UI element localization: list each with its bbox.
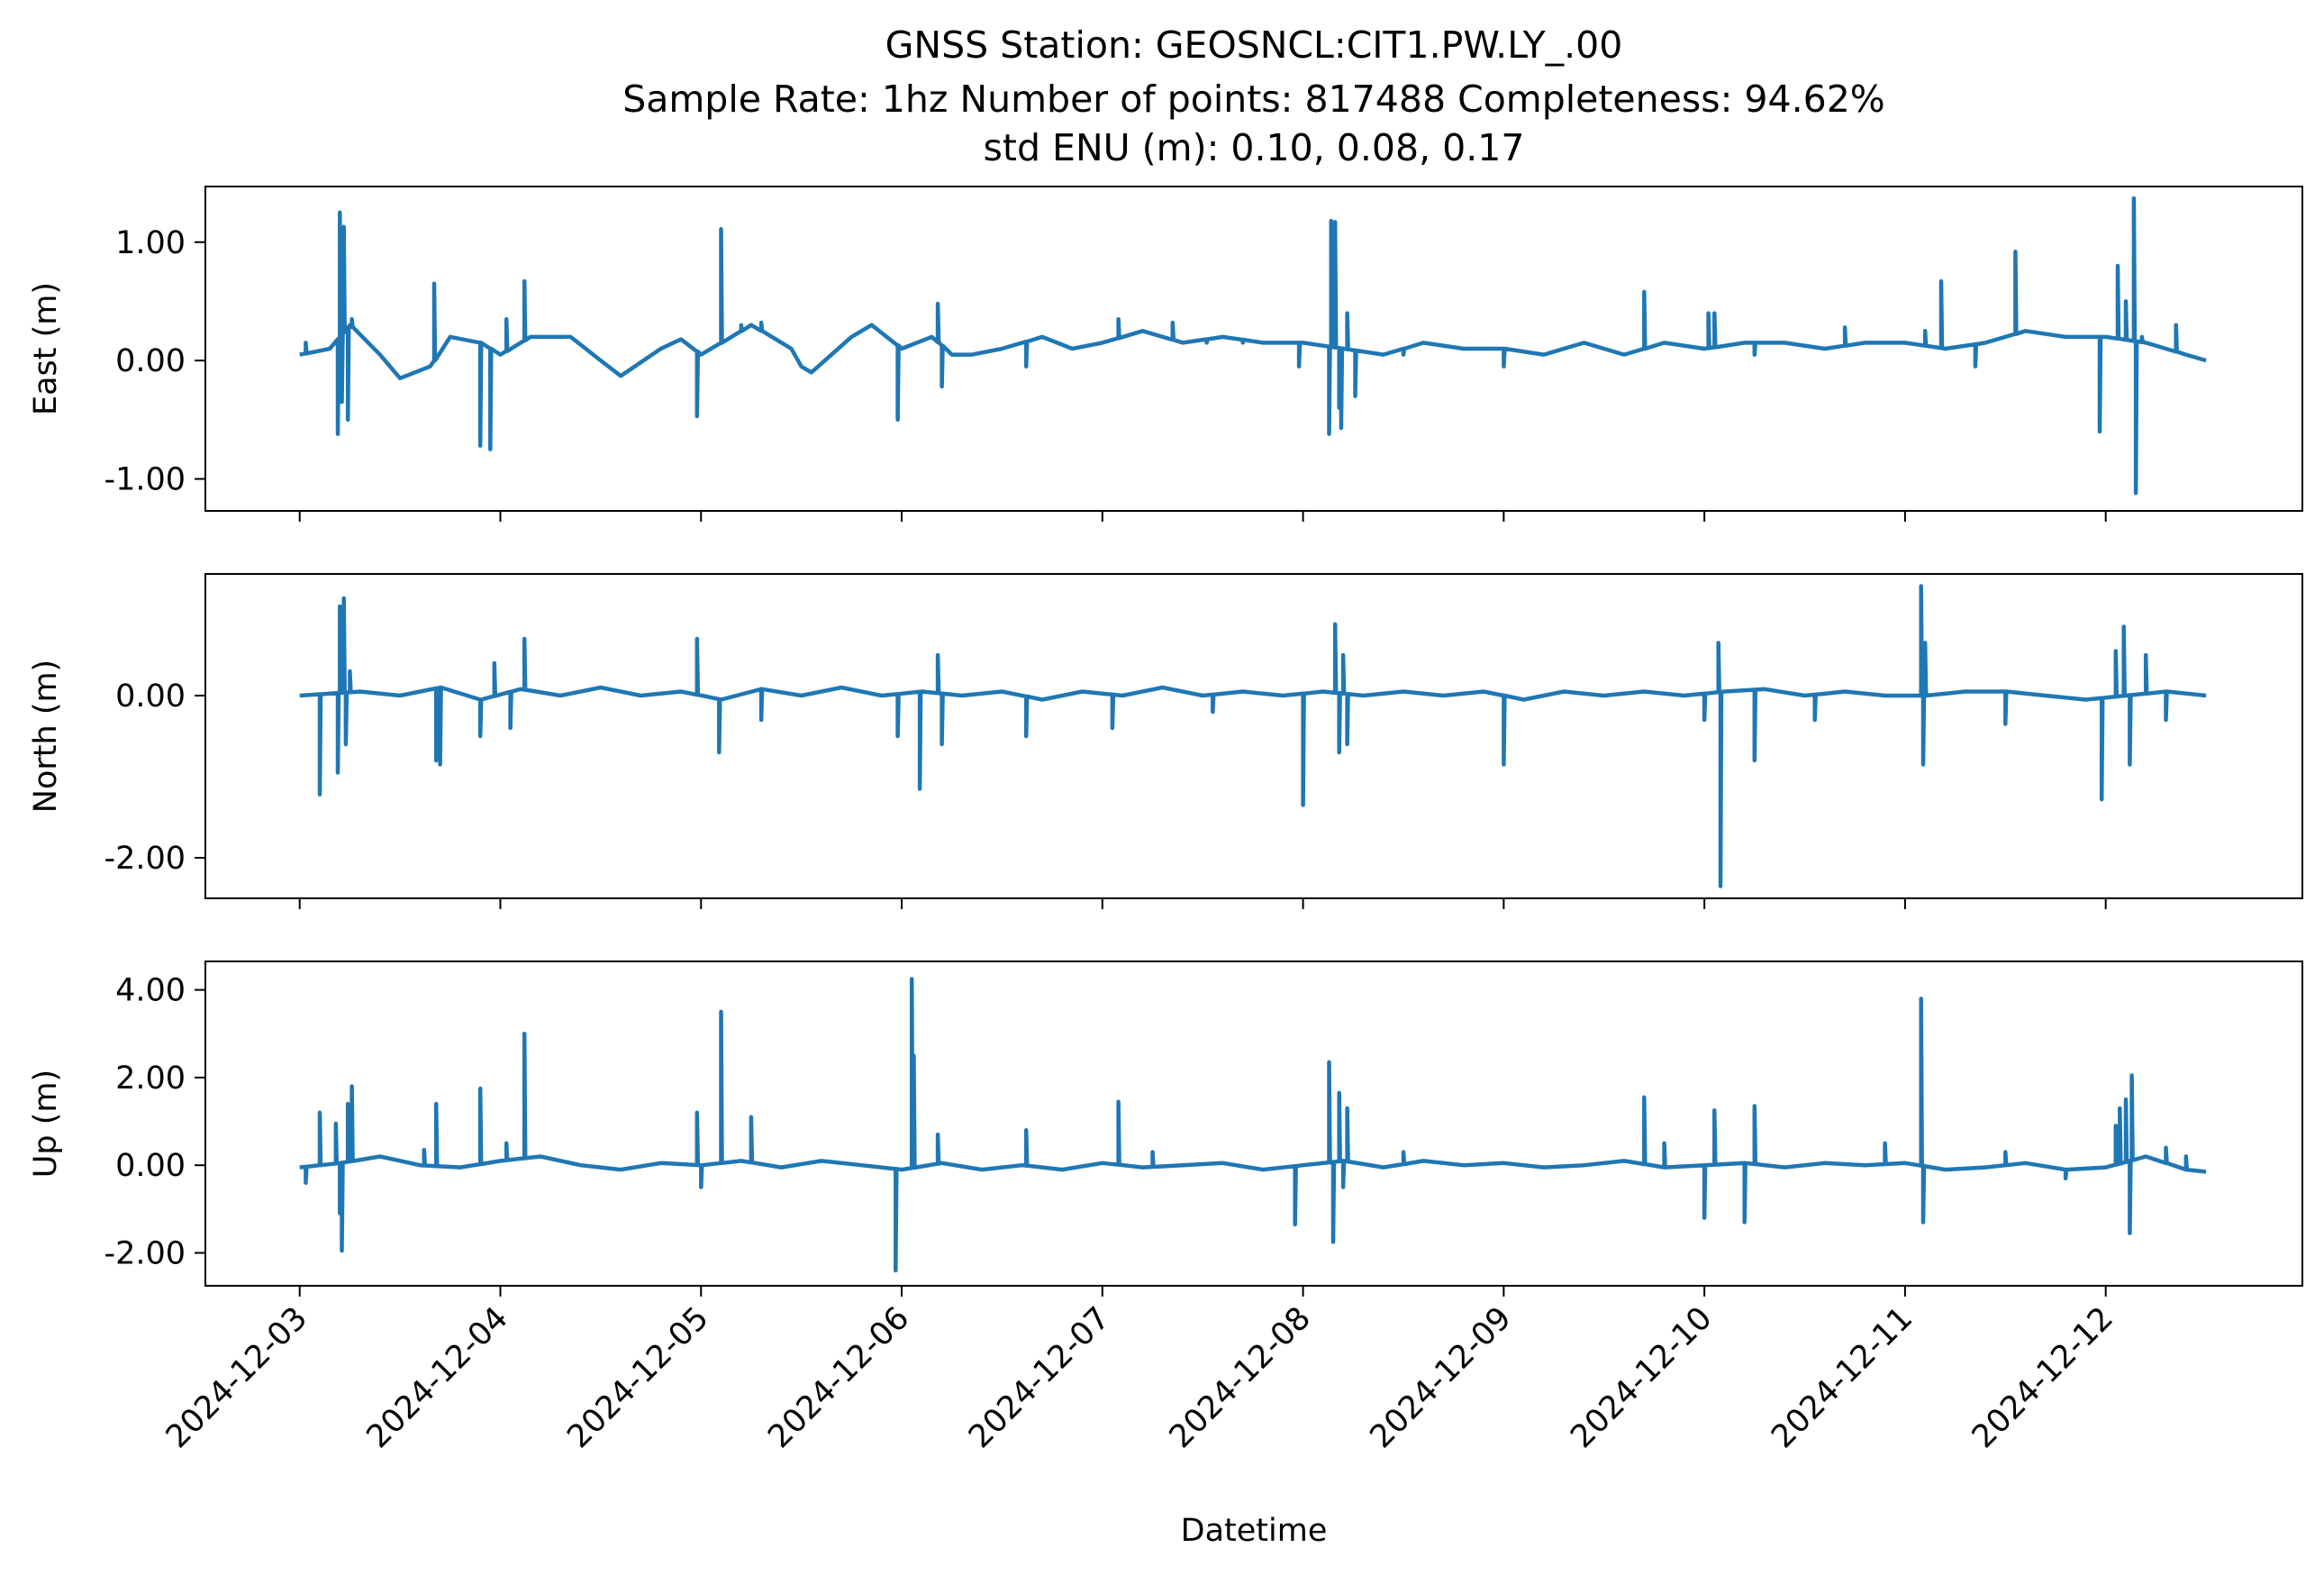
x-tick-label: 2024-12-10 <box>1564 1300 1719 1455</box>
chart-subtitle-line2: std ENU (m): 0.10, 0.08, 0.17 <box>984 126 1525 169</box>
x-tick-label: 2024-12-05 <box>561 1300 716 1455</box>
x-tick-label: 2024-12-07 <box>962 1300 1117 1455</box>
north-series-line <box>299 584 2207 888</box>
north-panel: 0.00 -2.00 North (m) <box>28 573 2303 909</box>
north-y-axis-label: North (m) <box>28 660 64 813</box>
east-series-line <box>299 196 2207 496</box>
up-series-line <box>299 977 2207 1273</box>
up-panel: 4.00 2.00 0.00 -2.00 Up (m) <box>28 960 2303 1297</box>
up-y-tick-label: 4.00 <box>115 973 186 1009</box>
x-tick-label: 2024-12-03 <box>159 1300 314 1455</box>
x-tick-label: 2024-12-11 <box>1765 1300 1920 1455</box>
north-axes-frame <box>204 573 2303 899</box>
up-y-axis-label: Up (m) <box>28 1070 64 1178</box>
x-axis-label: Datetime <box>1181 1513 1328 1549</box>
up-y-tick-label: 2.00 <box>115 1061 186 1097</box>
x-axis-tick-labels: 2024-12-03 2024-12-04 2024-12-05 2024-12-06… <box>159 1300 2120 1455</box>
east-y-tick-label: -1.00 <box>104 462 186 498</box>
east-y-tick-label: 0.00 <box>115 343 186 379</box>
x-tick-label: 2024-12-04 <box>360 1300 515 1455</box>
east-y-axis-label: East (m) <box>28 282 64 415</box>
up-y-tick-label: -2.00 <box>104 1236 186 1272</box>
up-axes-frame <box>204 960 2303 1287</box>
x-tick-label: 2024-12-12 <box>1965 1300 2120 1455</box>
up-y-tick-label: 0.00 <box>115 1148 186 1184</box>
x-tick-label: 2024-12-06 <box>761 1300 916 1455</box>
east-axes-frame <box>204 186 2303 512</box>
north-y-tick-label: -2.00 <box>104 841 186 877</box>
x-tick-label: 2024-12-09 <box>1364 1300 1519 1455</box>
x-tick-label: 2024-12-08 <box>1163 1300 1318 1455</box>
east-y-tick-label: 1.00 <box>115 225 186 261</box>
north-y-tick-label: 0.00 <box>115 678 186 715</box>
east-panel: 1.00 0.00 -1.00 East (m) <box>28 186 2303 522</box>
chart-title: GNSS Station: GEOSNCL:CIT1.PW.LY_.00 <box>885 23 1623 67</box>
chart-subtitle-line1: Sample Rate: 1hz Number of points: 81748… <box>622 77 1885 121</box>
